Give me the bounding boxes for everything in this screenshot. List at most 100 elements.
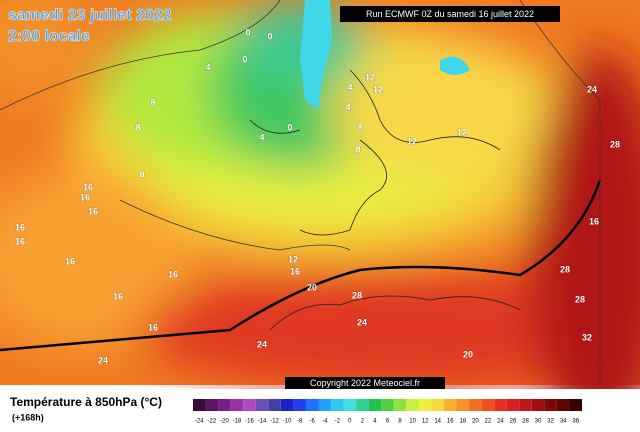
contour-label: 12 — [457, 127, 467, 137]
contour-label: 16 — [83, 182, 93, 192]
forecast-date: samedi 23 juillet 2022 — [8, 7, 172, 24]
scale-swatch — [368, 399, 382, 411]
scale-label: 16 — [447, 419, 454, 425]
scale-swatch — [519, 399, 532, 411]
contour-labels: 0 004044412128812128881616161616161616162… — [14, 27, 620, 366]
scale-swatch — [556, 399, 570, 411]
contour-label: 28 — [352, 290, 362, 300]
scale-swatch — [230, 399, 244, 411]
scale-label: 20 — [472, 419, 479, 425]
scale-swatch — [318, 399, 332, 411]
contour-label: 16 — [88, 206, 98, 216]
contour-label: 8 — [150, 97, 155, 107]
scale-swatch — [443, 399, 457, 411]
contour-label: 16 — [589, 216, 599, 226]
legend-title: Température à 850hPa (°C) — [10, 395, 162, 409]
contour-label: 8 — [357, 122, 362, 132]
scale-label: 4 — [373, 419, 377, 425]
scale-label: -18 — [233, 419, 242, 425]
scale-label: -16 — [245, 419, 254, 425]
contour-label: 12 — [365, 72, 375, 82]
scale-label: -6 — [310, 419, 316, 425]
contour-label: 12 — [407, 136, 417, 146]
scale-label: 36 — [572, 419, 579, 425]
scale-label: 34 — [560, 419, 567, 425]
scale-swatch — [469, 399, 482, 411]
scale-label: -22 — [207, 419, 216, 425]
scale-label: -12 — [270, 419, 279, 425]
contour-label: 16 — [113, 291, 123, 301]
contour-label: 24 — [98, 355, 108, 365]
coastline — [249, 69, 521, 331]
scale-label: -8 — [297, 419, 303, 425]
contour-label: 24 — [357, 317, 367, 327]
scale-label: 12 — [422, 419, 429, 425]
scale-label: 8 — [398, 419, 402, 425]
contour-label: 28 — [610, 139, 620, 149]
cold-pool — [440, 56, 470, 75]
contour-label: 32 — [582, 332, 592, 342]
contour-label: 16 — [80, 192, 90, 202]
color-scale: -24 -22 -20 -18 -16 -14 -12 -10 -8 -6 -4 -2 0 2 4 6 8 10 1… — [193, 399, 582, 425]
scale-label: 30 — [535, 419, 542, 425]
contour-label: 12 — [288, 254, 298, 264]
copyright: Copyright 2022 Meteociel.fr — [310, 378, 420, 388]
scale-swatch — [456, 399, 470, 411]
scale-label: -24 — [195, 419, 204, 425]
copyright-banner — [285, 377, 445, 389]
scale-label: -14 — [258, 419, 267, 425]
contour-label: 28 — [560, 264, 570, 274]
forecast-time: 2:00 locale — [8, 28, 90, 45]
contour-label: 0 — [245, 27, 250, 37]
contour-label: 0 — [287, 122, 292, 132]
scale-swatch — [255, 399, 269, 411]
scale-swatch — [305, 399, 319, 411]
contour-label: 4 — [259, 132, 264, 142]
scale-label: 28 — [522, 419, 529, 425]
scale-label: 32 — [547, 419, 554, 425]
contour-label: 16 — [65, 256, 75, 266]
contour-label: 8 — [135, 122, 140, 132]
scale-swatch — [531, 399, 545, 411]
scale-swatch — [280, 399, 294, 411]
lead-time: (+168h) — [12, 412, 44, 422]
scale-swatch — [193, 399, 206, 411]
contour-label: 16 — [15, 236, 25, 246]
contour-label: 12 — [373, 84, 383, 94]
scale-swatch — [293, 399, 306, 411]
scale-label: -4 — [322, 419, 328, 425]
scale-label: 24 — [497, 419, 504, 425]
scale-swatch — [481, 399, 495, 411]
run-info: Run ECMWF 0Z du samedi 16 juillet 2022 — [366, 9, 534, 19]
contour-label: 20 — [307, 282, 317, 292]
scale-label: 22 — [485, 419, 492, 425]
contour-label: 16 — [15, 222, 25, 232]
contour-label: 20 — [463, 349, 473, 359]
contour-label: 28 — [575, 294, 585, 304]
isotherm — [0, 179, 602, 352]
scale-label: -10 — [283, 419, 292, 425]
scale-swatch — [218, 399, 231, 411]
scale-swatch — [393, 399, 407, 411]
scale-swatch — [406, 399, 419, 411]
scale-swatch — [418, 399, 432, 411]
scale-label: -2 — [335, 419, 341, 425]
contour-label: 0 — [267, 31, 272, 41]
scale-label: 26 — [510, 419, 517, 425]
scale-swatch — [569, 399, 582, 411]
scale-swatch — [544, 399, 557, 411]
scale-swatch — [343, 399, 357, 411]
contour-label: 4 — [345, 102, 350, 112]
scale-label: 2 — [361, 419, 365, 425]
scale-label: 14 — [434, 419, 441, 425]
contour-label: 0 — [242, 54, 247, 64]
contour-label: 4 — [205, 62, 210, 72]
cold-pool — [300, 0, 332, 110]
contour-label: 8 — [355, 144, 360, 154]
scale-swatch — [331, 399, 344, 411]
scale-swatch — [268, 399, 281, 411]
contour-label: 24 — [257, 339, 267, 349]
scale-swatch — [381, 399, 394, 411]
contour-label: 4 — [347, 82, 352, 92]
